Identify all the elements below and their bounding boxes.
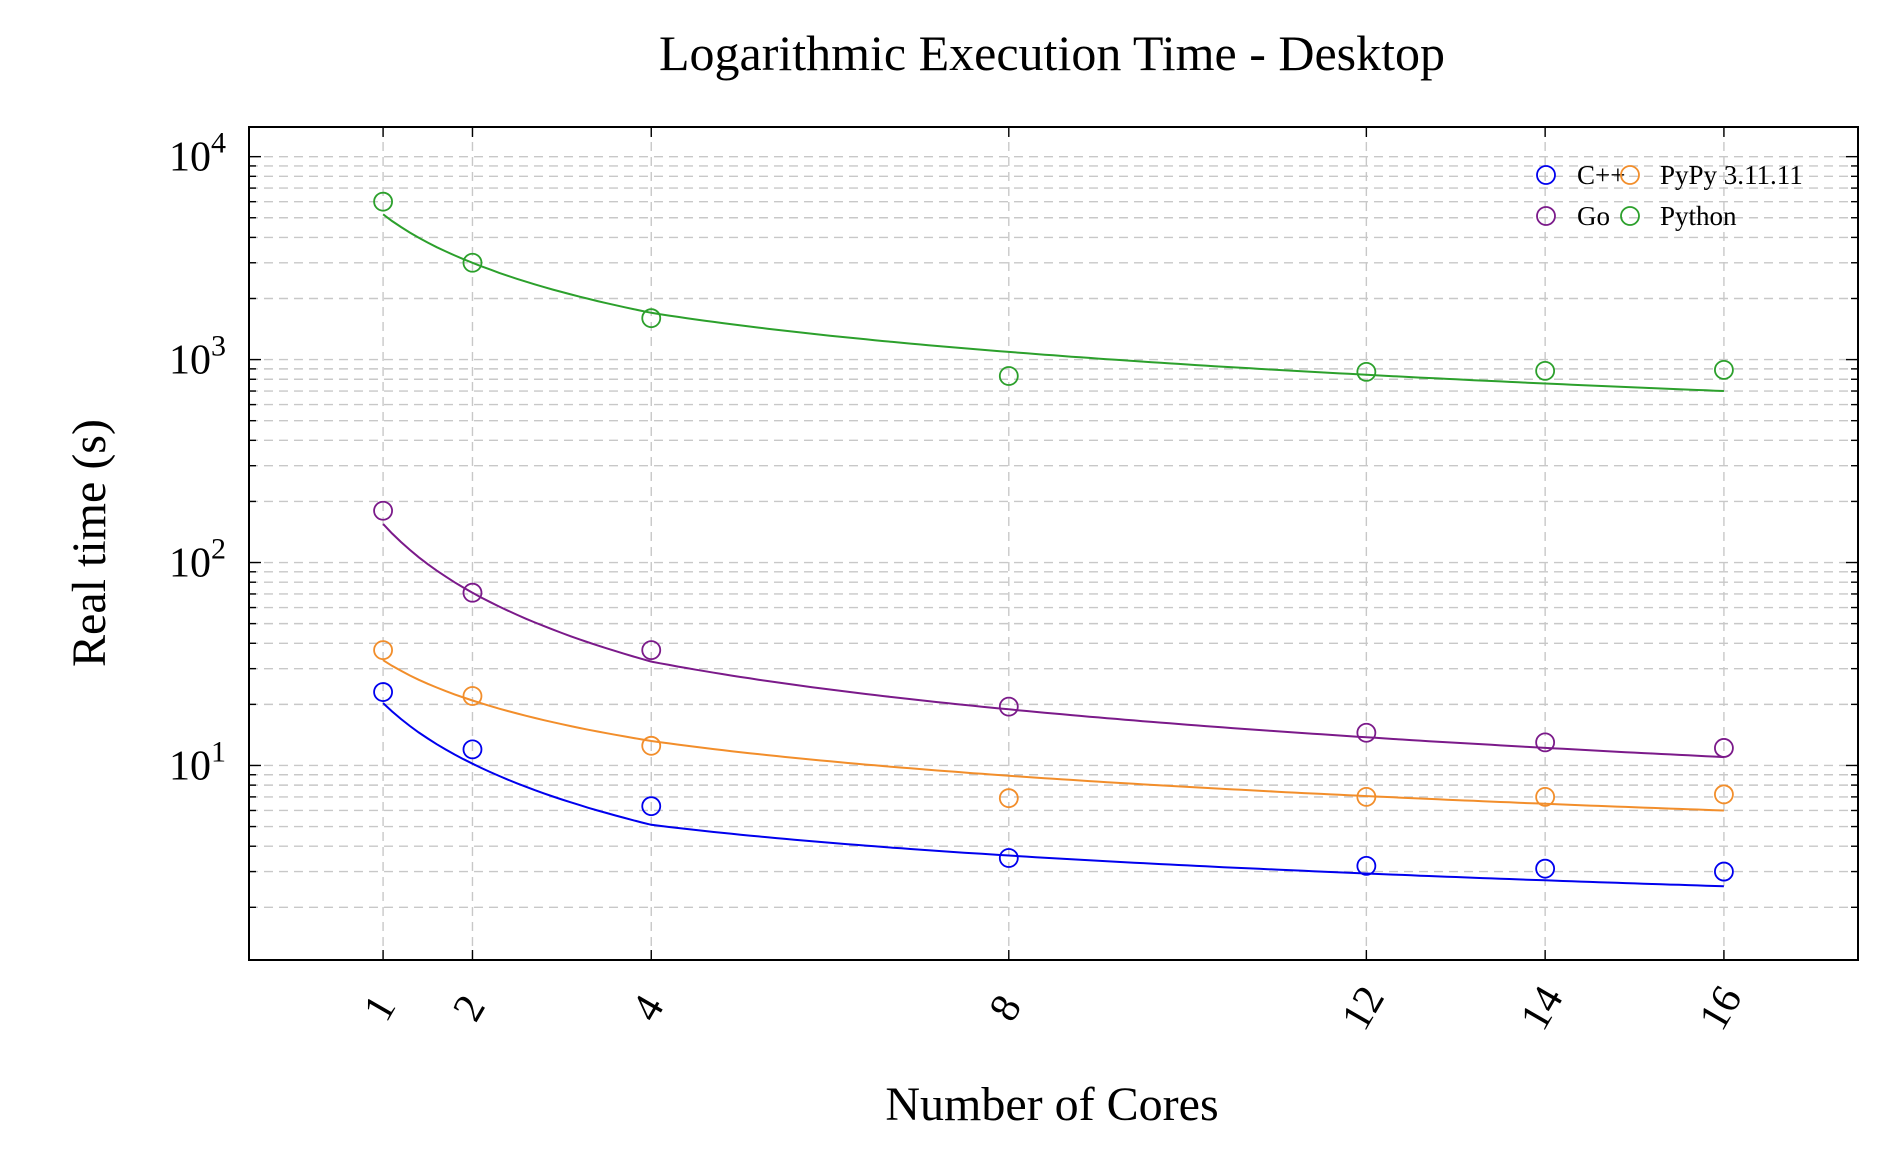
data-point (998, 366, 1019, 386)
data-point (1714, 359, 1734, 380)
data-points (373, 191, 1734, 882)
legend-label: PyPy 3.11.11 (1660, 160, 1803, 190)
data-point (998, 788, 1019, 809)
x-tick-label: 14 (1512, 979, 1573, 1038)
data-point (462, 739, 483, 760)
data-point (641, 308, 662, 329)
data-point (1535, 732, 1556, 753)
legend-label: Go (1577, 201, 1610, 231)
chart-title: Logarithmic Execution Time - Desktop (659, 25, 1445, 81)
fit-curve (382, 523, 1724, 759)
legend-marker (1536, 165, 1556, 185)
legend: C++ PyPy 3.11.11 Go Python (1536, 160, 1803, 231)
x-tick-label: 12 (1333, 979, 1394, 1038)
data-point (373, 500, 393, 521)
data-point (641, 796, 662, 817)
fit-curve (382, 213, 1724, 392)
fit-curve (382, 702, 1724, 888)
data-point (1714, 738, 1734, 758)
legend-marker (1620, 206, 1640, 226)
x-tick-label: 2 (444, 988, 494, 1029)
data-point (373, 191, 393, 212)
data-point (462, 686, 483, 706)
data-point (373, 682, 393, 702)
y-axis-label: Real time (s) (63, 419, 116, 667)
x-axis-label: Number of Cores (885, 1078, 1218, 1131)
data-point (998, 696, 1019, 717)
data-point (1714, 861, 1734, 882)
data-point (1356, 361, 1377, 382)
x-tick-label: 8 (981, 988, 1031, 1029)
data-point (641, 640, 662, 661)
data-point (1356, 855, 1377, 876)
x-tick-label: 1 (355, 988, 405, 1029)
x-tick-label: 4 (623, 988, 673, 1029)
fit-curve (382, 659, 1724, 812)
grid (249, 127, 1858, 960)
data-point (1535, 786, 1556, 807)
data-point (1535, 360, 1556, 381)
data-point (1535, 858, 1556, 879)
legend-label: C++ (1577, 160, 1625, 190)
data-point (373, 640, 393, 661)
plot-frame (248, 126, 1859, 961)
y-tick-label: 104 (169, 127, 226, 181)
y-tick-label: 101 (169, 735, 226, 789)
legend-label: Python (1660, 201, 1737, 231)
data-point (1714, 784, 1734, 805)
data-point (1356, 722, 1377, 743)
data-point (641, 735, 662, 756)
data-point (462, 252, 483, 273)
data-point (998, 848, 1019, 868)
legend-marker (1536, 206, 1556, 226)
data-point (462, 582, 483, 603)
data-point (1356, 786, 1377, 807)
legend-marker (1620, 165, 1640, 185)
y-tick-label: 102 (169, 533, 226, 587)
x-tick-label: 16 (1691, 979, 1752, 1038)
y-tick-label: 103 (169, 330, 226, 384)
fit-curves (382, 213, 1724, 888)
